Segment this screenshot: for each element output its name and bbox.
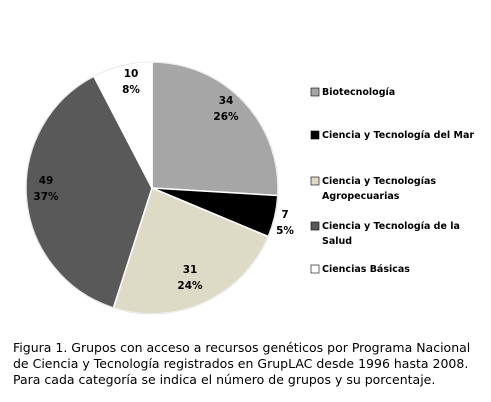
data-label-count-ciencia-tecnologia-salud: 49 [39,175,54,187]
pie-outline [25,61,279,315]
pie-data-labels: 34 26% 7 5% 31 24% 49 37% 10 8% [33,68,294,292]
data-label-percent-ciencia-tecnologia-mar: 5% [276,225,294,237]
legend: Biotecnología Ciencia y Tecnología del Ma… [310,87,474,275]
data-label-count-ciencia-tecnologias-agropecuarias: 31 [183,264,198,276]
legend-swatch-ciencia-tecnologia-mar [310,130,320,140]
legend-label-ciencia-tecnologia-mar: Ciencia y Tecnología del Mar [322,130,474,141]
figure-caption: Figura 1. Grupos con acceso a recursos g… [13,340,471,387]
legend-swatch-ciencia-tecnologias-agropecuarias [310,176,320,186]
data-label-percent-biotecnologia: 26% [213,111,239,123]
data-label-count-ciencia-tecnologia-mar: 7 [281,209,288,221]
pie-chart: 34 26% 7 5% 31 24% 49 37% 10 8% Biotecnología Cien… [25,61,474,315]
legend-label-ciencia-tecnologias-agropecuarias-line-2: Agropecuarias [322,191,400,202]
legend-label-ciencia-tecnologias-agropecuarias-line-1: Ciencia y Tecnologías [322,176,436,187]
pie-slice-biotecnologia [151,61,279,197]
data-label-percent-ciencia-tecnologias-agropecuarias: 24% [177,280,203,292]
legend-label-biotecnologia: Biotecnología [322,87,395,98]
legend-swatch-biotecnologia [310,87,320,97]
legend-label-ciencias-basicas: Ciencias Básicas [322,264,410,275]
data-label-count-ciencias-basicas: 10 [124,68,139,80]
pie-slices [25,61,279,315]
legend-swatch-ciencias-basicas [310,264,320,274]
legend-label-ciencia-tecnologia-salud-line-2: Salud [322,236,352,247]
data-label-percent-ciencias-basicas: 8% [122,84,140,96]
data-label-percent-ciencia-tecnologia-salud: 37% [33,191,59,203]
data-label-count-biotecnologia: 34 [219,95,234,107]
legend-swatch-ciencia-tecnologia-salud [310,221,320,231]
legend-label-ciencia-tecnologia-salud-line-1: Ciencia y Tecnología de la [322,221,460,232]
